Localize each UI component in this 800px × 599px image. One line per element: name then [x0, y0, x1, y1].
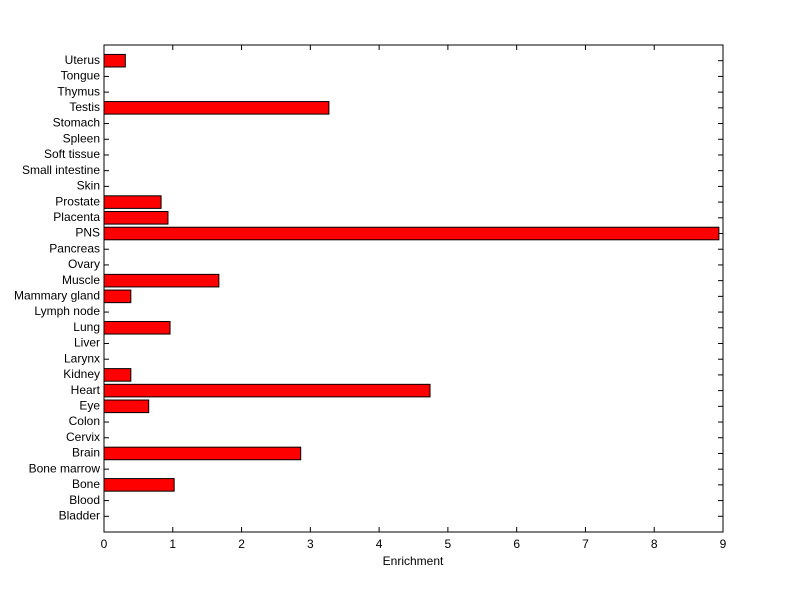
- y-tick-label: Testis: [69, 100, 100, 114]
- y-tick-label: Soft tissue: [44, 147, 100, 161]
- x-tick-label: 5: [445, 537, 452, 551]
- bar: [103, 101, 330, 115]
- y-tick-label: Colon: [69, 414, 100, 428]
- y-tick-label: Kidney: [63, 367, 100, 381]
- x-tick-label: 8: [651, 537, 658, 551]
- y-tick-label: Ovary: [68, 257, 100, 271]
- y-tick-label: Blood: [69, 493, 100, 507]
- bar: [103, 226, 720, 241]
- x-tick-label: 0: [101, 537, 108, 551]
- bar: [103, 383, 431, 398]
- x-tick-label: 9: [720, 537, 727, 551]
- bar: [103, 320, 171, 335]
- y-tick-label: PNS: [75, 226, 100, 240]
- y-tick-label: Larynx: [64, 351, 100, 365]
- bar: [103, 289, 132, 304]
- y-tick-label: Uterus: [65, 53, 100, 67]
- y-tick-label: Cervix: [66, 430, 100, 444]
- x-axis-label: Enrichment: [383, 554, 444, 568]
- y-tick-label: Muscle: [62, 273, 100, 287]
- y-tick-label: Lymph node: [34, 304, 100, 318]
- y-tick-label: Eye: [79, 398, 100, 412]
- x-tick-label: 2: [238, 537, 245, 551]
- plot-frame: [103, 44, 724, 533]
- y-tick-label: Tongue: [61, 69, 101, 83]
- y-tick-label: Prostate: [55, 194, 100, 208]
- bar: [103, 195, 162, 209]
- bar: [103, 446, 302, 461]
- bar: [103, 273, 220, 288]
- bar: [103, 478, 175, 492]
- x-tick-label: 1: [169, 537, 176, 551]
- y-tick-label: Liver: [74, 336, 100, 350]
- y-tick-label: Skin: [77, 179, 100, 193]
- y-tick-label: Placenta: [53, 210, 100, 224]
- bar: [103, 53, 126, 68]
- bar: [103, 399, 150, 414]
- bar: [103, 368, 132, 382]
- y-tick-label: Bone: [72, 477, 100, 491]
- x-tick-label: 4: [376, 537, 383, 551]
- y-tick-label: Bone marrow: [29, 461, 101, 475]
- y-tick-label: Stomach: [53, 116, 100, 130]
- y-tick-label: Thymus: [57, 84, 100, 98]
- y-tick-label: Bladder: [59, 508, 100, 522]
- y-tick-label: Brain: [72, 446, 100, 460]
- x-tick-label: 6: [513, 537, 520, 551]
- x-tick-label: 7: [582, 537, 589, 551]
- y-tick-label: Mammary gland: [14, 289, 100, 303]
- bar: [103, 211, 169, 225]
- y-tick-label: Small intestine: [22, 163, 100, 177]
- x-tick-label: 3: [307, 537, 314, 551]
- y-tick-label: Lung: [73, 320, 100, 334]
- y-tick-label: Spleen: [63, 131, 100, 145]
- y-tick-label: Pancreas: [49, 241, 100, 255]
- y-tick-label: Heart: [71, 383, 101, 397]
